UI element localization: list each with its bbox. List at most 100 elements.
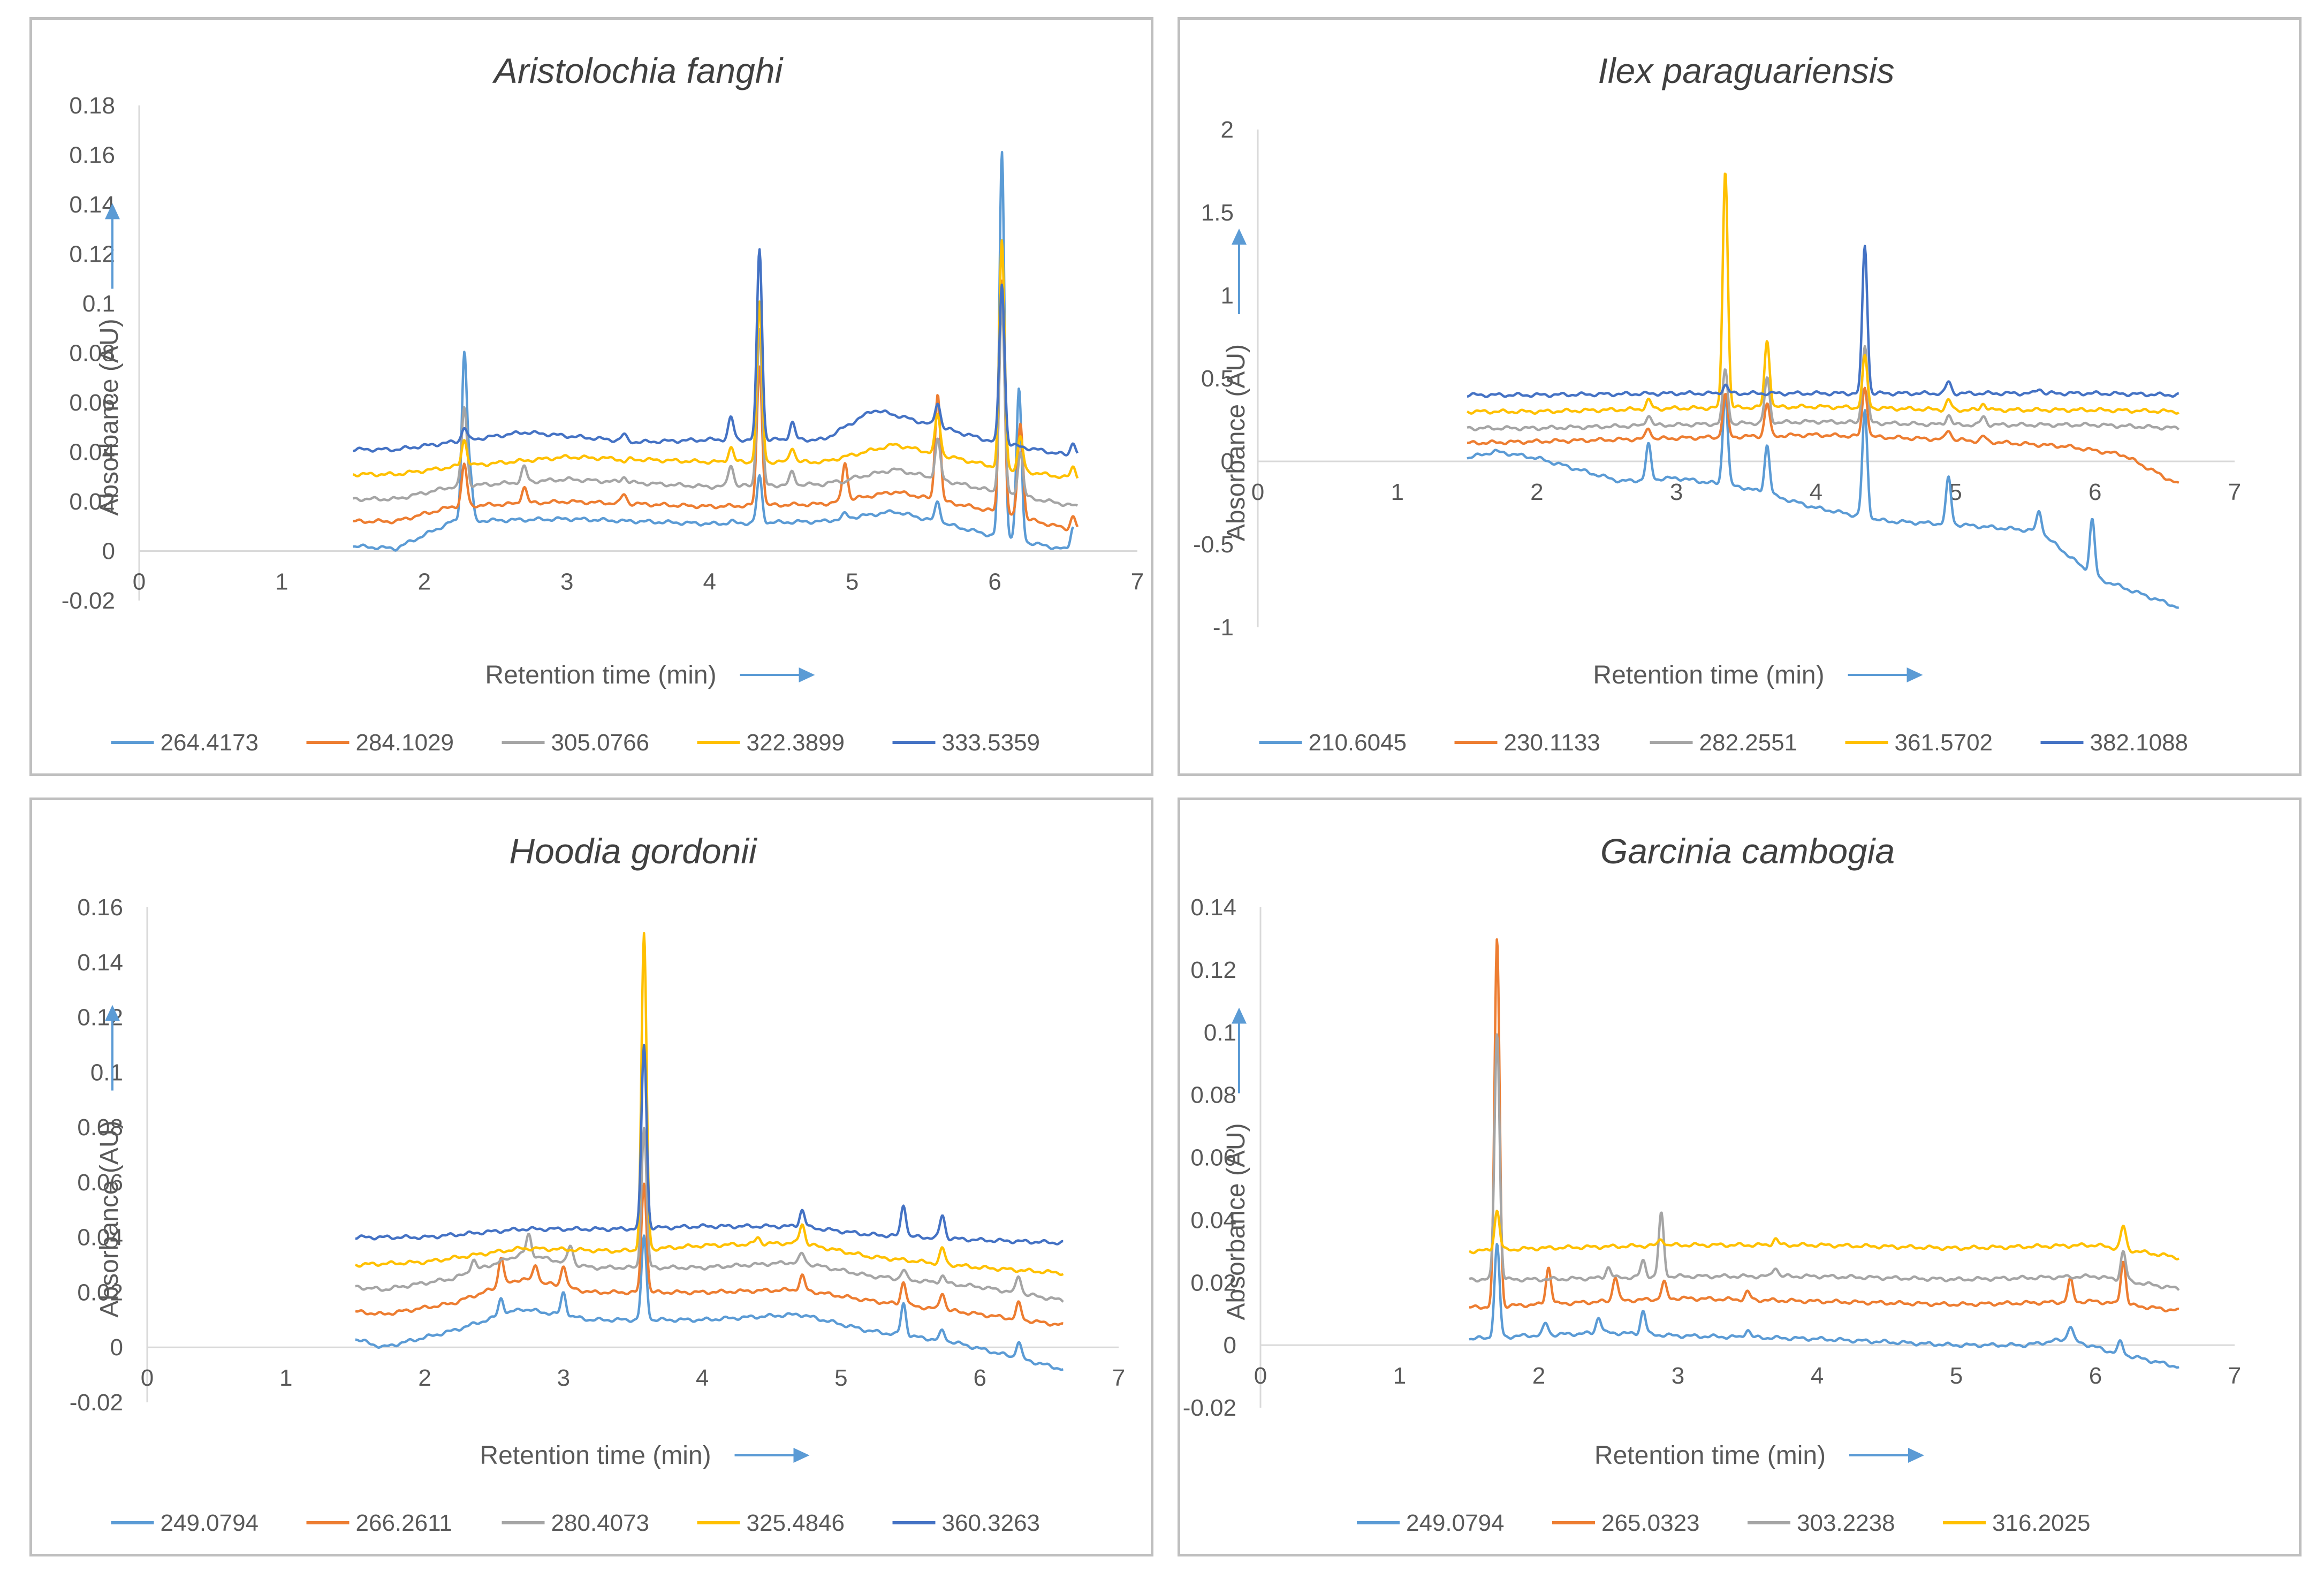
- series-line: [355, 1044, 1064, 1246]
- y-tick-label: 0: [1224, 1332, 1236, 1358]
- legend-label: 230.1133: [1504, 730, 1600, 756]
- legend-label: 249.0794: [1406, 1510, 1505, 1536]
- y-axis-arrow-head: [105, 203, 120, 219]
- y-tick-label: -1: [1213, 614, 1234, 641]
- y-tick-label: 0.08: [77, 1114, 123, 1141]
- y-axis-label: Absorbance (AU): [1222, 1123, 1250, 1320]
- x-tick-label: 1: [279, 1365, 292, 1391]
- y-tick-label: 0: [1221, 449, 1234, 475]
- y-tick-label: 0.02: [1190, 1270, 1236, 1296]
- y-tick-label: 0.14: [69, 192, 115, 218]
- y-tick-label: 0.08: [69, 340, 115, 367]
- x-tick-label: 1: [1393, 1363, 1406, 1389]
- series-line: [352, 248, 1079, 457]
- legend-label: 264.4173: [161, 730, 259, 756]
- y-tick-label: 0.02: [77, 1279, 123, 1305]
- legend-label: 210.6045: [1309, 730, 1407, 756]
- y-tick-label: -0.02: [1183, 1395, 1236, 1421]
- x-tick-label: 7: [1131, 569, 1144, 595]
- y-tick-label: 2: [1221, 117, 1234, 143]
- y-axis-label: Absorbance (AU): [95, 1120, 124, 1317]
- legend-label: 382.1088: [2090, 730, 2189, 756]
- y-tick-label: 0.08: [1190, 1082, 1236, 1108]
- x-tick-label: 2: [1530, 479, 1543, 505]
- x-axis-arrow-head: [1908, 1448, 1924, 1463]
- x-tick-label: 4: [703, 569, 716, 595]
- x-tick-label: 2: [1532, 1363, 1545, 1389]
- y-tick-label: 0.04: [1190, 1207, 1236, 1233]
- series-line: [355, 1182, 1064, 1327]
- x-tick-label: 6: [973, 1365, 986, 1391]
- x-tick-label: 7: [2228, 1363, 2241, 1389]
- y-axis-label: Absorbance (AU): [1222, 344, 1250, 541]
- legend-label: 333.5359: [942, 730, 1041, 756]
- y-tick-label: 0.18: [69, 93, 115, 119]
- y-tick-label: 0.06: [77, 1169, 123, 1196]
- x-tick-label: 1: [1391, 479, 1403, 505]
- legend-label: 360.3263: [942, 1510, 1041, 1536]
- y-tick-label: 0.16: [69, 142, 115, 169]
- x-axis-label: Retention time (min): [1593, 661, 1824, 689]
- x-tick-label: 5: [846, 569, 859, 595]
- y-tick-label: 0.1: [90, 1059, 123, 1085]
- y-tick-label: 0.12: [69, 241, 115, 268]
- legend-label: 249.0794: [161, 1510, 259, 1536]
- series-line: [1469, 938, 2179, 1312]
- legend-label: 265.0323: [1601, 1510, 1700, 1536]
- legend-label: 280.4073: [551, 1510, 650, 1536]
- x-axis-label: Retention time (min): [485, 661, 716, 689]
- x-tick-label: 4: [1811, 1363, 1824, 1389]
- y-axis-arrow-head: [1232, 229, 1247, 245]
- y-tick-label: 0.04: [77, 1225, 123, 1251]
- chart-panel-garcinia: Garcinia cambogia -0.02 0 0.02 0.04 0.06 0.08 0…: [1178, 798, 2302, 1556]
- x-tick-label: 6: [988, 569, 1001, 595]
- series-line: [1467, 386, 2179, 484]
- x-axis-arrow-head: [799, 667, 815, 682]
- x-tick-label: 0: [133, 569, 146, 595]
- y-tick-label: 0: [110, 1334, 123, 1361]
- y-axis-arrow-head: [1232, 1007, 1247, 1024]
- legend-label: 361.5702: [1895, 730, 1993, 756]
- legend-label: 284.1029: [356, 730, 454, 756]
- series-line: [355, 1127, 1064, 1303]
- x-tick-label: 4: [1810, 479, 1822, 505]
- legend-label: 303.2238: [1797, 1510, 1895, 1536]
- legend-label: 305.0766: [551, 730, 650, 756]
- y-tick-label: -0.02: [70, 1389, 123, 1416]
- y-tick-label: 0.06: [1190, 1145, 1236, 1171]
- x-tick-label: 3: [1672, 1363, 1684, 1389]
- x-tick-label: 5: [834, 1365, 847, 1391]
- chart-aristolochia: Aristolochia fanghi -0.02 0 0.02 0.04 0.06 0.0…: [62, 51, 1144, 756]
- x-tick-label: 1: [275, 569, 288, 595]
- y-tick-label: -0.02: [62, 588, 115, 614]
- legend-label: 282.2551: [1699, 730, 1798, 756]
- chart-title: Aristolochia fanghi: [492, 51, 784, 90]
- y-tick-label: 0.06: [69, 390, 115, 416]
- chart-garcinia: Garcinia cambogia -0.02 0 0.02 0.04 0.06 0.08 0…: [1183, 831, 2242, 1536]
- y-tick-label: 0.12: [1190, 957, 1236, 983]
- legend-label: 322.3899: [747, 730, 845, 756]
- y-tick-label: -0.5: [1193, 531, 1234, 558]
- y-tick-label: 0.5: [1201, 366, 1234, 392]
- y-tick-label: 0.1: [82, 291, 115, 317]
- y-tick-label: 0.14: [77, 950, 123, 976]
- series-line: [1467, 172, 2179, 415]
- chart-panel-ilex: Ilex paraguariensis -1 -0.5 0 0.5 1 1.5 2 0 1 2 3 4 5…: [1178, 17, 2302, 776]
- series-line: [352, 301, 1079, 507]
- chart-panel-aristolochia: Aristolochia fanghi -0.02 0 0.02 0.04 0.06 0.0…: [29, 17, 1153, 776]
- y-axis-arrow-head: [105, 1005, 120, 1021]
- y-tick-label: 0.02: [69, 489, 115, 515]
- y-tick-label: 0.1: [1204, 1020, 1236, 1046]
- x-axis-arrow-head: [1907, 667, 1923, 682]
- chart-title: Garcinia cambogia: [1600, 831, 1895, 871]
- series-line: [352, 279, 1079, 531]
- x-tick-label: 7: [2228, 479, 2241, 505]
- series-line: [355, 932, 1064, 1277]
- x-tick-label: 0: [141, 1365, 154, 1391]
- series-line: [1467, 245, 2179, 398]
- y-tick-label: 1.5: [1201, 200, 1234, 226]
- x-axis-label: Retention time (min): [1594, 1441, 1826, 1470]
- y-axis-label: Absorbance (AU): [95, 318, 124, 515]
- series-line: [1469, 1243, 2179, 1369]
- x-tick-label: 4: [696, 1365, 709, 1391]
